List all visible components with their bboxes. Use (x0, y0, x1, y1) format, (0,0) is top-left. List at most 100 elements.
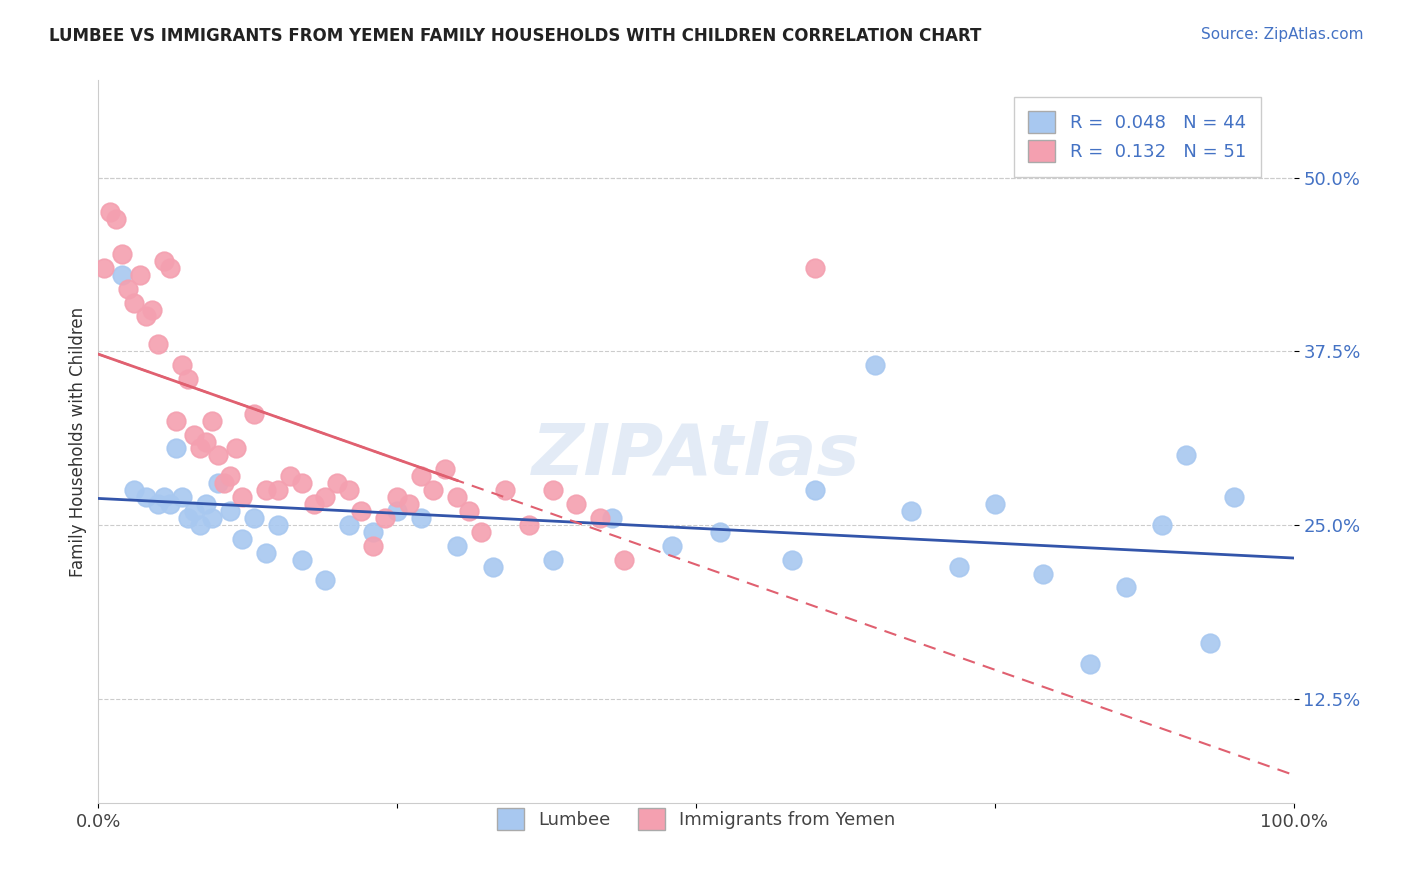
Point (339, 483, 361, 498)
Point (291, 476, 314, 491)
Point (129, 268, 152, 282)
Point (541, 552, 564, 566)
Point (661, 539, 683, 553)
Point (117, 282, 139, 296)
Point (159, 260, 181, 275)
Point (780, 552, 803, 566)
Point (565, 497, 588, 511)
Point (231, 532, 253, 546)
Point (188, 517, 211, 532)
Point (517, 517, 540, 532)
Point (165, 442, 187, 456)
Point (141, 302, 163, 317)
Point (411, 511, 433, 525)
Point (183, 504, 205, 518)
Point (948, 559, 970, 574)
Point (207, 476, 229, 491)
Point (1032, 566, 1054, 581)
Point (446, 539, 468, 553)
Point (363, 539, 385, 553)
Point (212, 476, 235, 491)
Point (177, 372, 200, 386)
Point (254, 483, 277, 498)
Point (1199, 636, 1222, 650)
Point (148, 497, 170, 511)
Point (613, 552, 636, 566)
Point (159, 497, 181, 511)
Point (148, 337, 170, 351)
Point (243, 511, 266, 525)
Point (350, 504, 373, 518)
Point (172, 490, 194, 504)
Text: Source: ZipAtlas.com: Source: ZipAtlas.com (1201, 27, 1364, 42)
Point (105, 212, 128, 227)
Point (219, 504, 242, 518)
Point (201, 414, 224, 428)
Point (195, 497, 218, 511)
Text: ZIPAtlas: ZIPAtlas (531, 422, 860, 491)
Point (385, 490, 409, 504)
Point (984, 497, 1007, 511)
Point (278, 469, 301, 483)
Point (98, 205, 122, 219)
Point (411, 469, 433, 483)
Point (177, 511, 200, 525)
Point (302, 497, 325, 511)
Point (482, 559, 505, 574)
Text: LUMBEE VS IMMIGRANTS FROM YEMEN FAMILY HOUSEHOLDS WITH CHILDREN CORRELATION CHAR: LUMBEE VS IMMIGRANTS FROM YEMEN FAMILY H… (49, 27, 981, 45)
Point (1115, 581, 1137, 595)
Point (111, 247, 134, 261)
Point (385, 504, 409, 518)
Legend: Lumbee, Immigrants from Yemen: Lumbee, Immigrants from Yemen (482, 793, 910, 845)
Point (135, 310, 157, 324)
Point (339, 517, 361, 532)
Point (195, 434, 218, 449)
Point (1223, 490, 1246, 504)
Point (804, 483, 827, 498)
Point (422, 483, 444, 498)
Point (709, 524, 731, 539)
Point (589, 511, 612, 525)
Point (363, 524, 385, 539)
Point (326, 476, 349, 491)
Point (446, 490, 468, 504)
Point (398, 497, 420, 511)
Point (219, 469, 242, 483)
Point (315, 574, 337, 588)
Point (602, 511, 624, 525)
Point (172, 358, 194, 372)
Point (291, 552, 314, 566)
Point (254, 546, 277, 560)
Point (93, 260, 115, 275)
Point (458, 504, 481, 518)
Point (267, 517, 290, 532)
Point (153, 490, 176, 504)
Point (188, 442, 211, 456)
Y-axis label: Family Households with Children: Family Households with Children (69, 307, 87, 576)
Point (207, 449, 229, 463)
Point (267, 483, 290, 498)
Point (1152, 517, 1174, 532)
Point (165, 414, 187, 428)
Point (865, 358, 887, 372)
Point (541, 483, 564, 498)
Point (201, 511, 224, 525)
Point (243, 407, 266, 421)
Point (470, 524, 492, 539)
Point (124, 483, 146, 498)
Point (315, 490, 337, 504)
Point (231, 490, 253, 504)
Point (1080, 657, 1102, 671)
Point (135, 490, 157, 504)
Point (124, 295, 146, 310)
Point (183, 427, 205, 442)
Point (804, 260, 827, 275)
Point (900, 504, 922, 518)
Point (111, 268, 134, 282)
Point (1175, 449, 1198, 463)
Point (434, 462, 457, 476)
Point (494, 483, 516, 498)
Point (153, 253, 176, 268)
Point (225, 442, 247, 456)
Point (374, 511, 396, 525)
